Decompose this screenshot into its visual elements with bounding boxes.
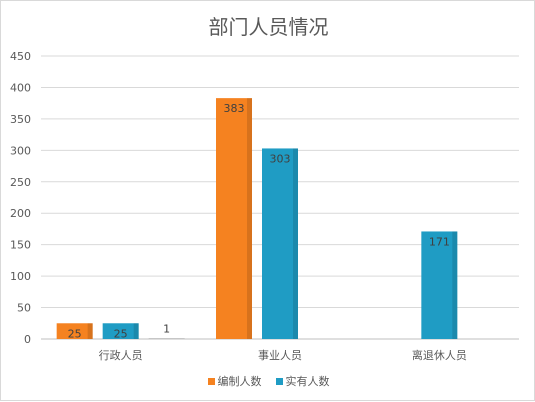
- chart-legend: 编制人数 实有人数: [1, 373, 535, 389]
- bar-shiyou: [102, 323, 139, 339]
- chart-title: 部门人员情况: [208, 15, 329, 39]
- legend-item-shiyou: 实有人数: [275, 373, 330, 389]
- y-tick-label: 400: [10, 81, 31, 94]
- y-tick-label: 350: [10, 113, 31, 126]
- y-tick-label: 300: [10, 144, 31, 157]
- bar-shade: [293, 148, 298, 339]
- bar-shiyou: [262, 148, 298, 339]
- legend-item-bianzhi: 编制人数: [207, 373, 262, 389]
- bar-shade: [452, 231, 458, 339]
- bar-bianzhi: [56, 323, 93, 339]
- data-label: 25: [114, 327, 128, 340]
- bar-shiyou: [421, 231, 458, 339]
- data-label: 171: [429, 235, 450, 248]
- data-label: 1: [163, 322, 170, 335]
- y-tick-label: 150: [10, 239, 31, 252]
- square-swatch-icon: [207, 377, 215, 385]
- y-tick-label: 100: [10, 270, 31, 283]
- data-label: 25: [68, 327, 82, 340]
- y-tick-label: 250: [10, 176, 31, 189]
- y-tick-label: 450: [10, 50, 31, 63]
- data-label: 383: [224, 102, 245, 115]
- x-tick-label: 事业人员: [258, 349, 302, 362]
- x-tick-label: 离退休人员: [412, 348, 467, 362]
- y-tick-label: 50: [17, 302, 31, 315]
- square-swatch-icon: [275, 377, 283, 385]
- x-tick-label: 行政人员: [99, 348, 143, 362]
- legend-label: 实有人数: [285, 375, 330, 388]
- bar-shade: [133, 323, 139, 339]
- data-label: 303: [270, 152, 291, 165]
- bar-extra: [148, 338, 185, 339]
- bar-shade: [87, 323, 93, 339]
- y-tick-label: 200: [10, 207, 31, 220]
- bar-bianzhi: [216, 98, 252, 339]
- legend-label: 编制人数: [217, 375, 262, 388]
- y-tick-label: 0: [24, 333, 31, 346]
- bar-shade: [247, 98, 252, 339]
